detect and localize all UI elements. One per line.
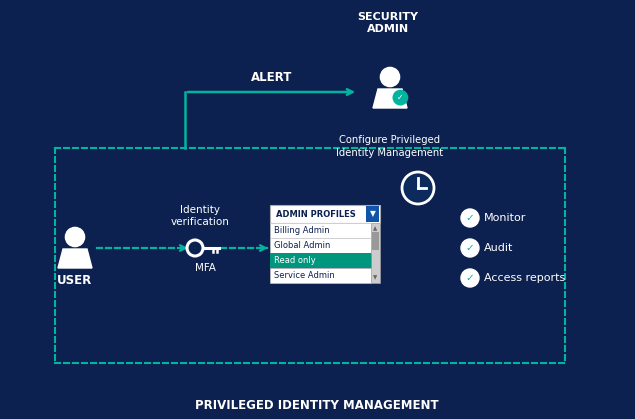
Text: Service Admin: Service Admin	[274, 271, 335, 280]
FancyBboxPatch shape	[270, 238, 371, 253]
Text: PRIVILEGED IDENTITY MANAGEMENT: PRIVILEGED IDENTITY MANAGEMENT	[195, 398, 439, 411]
FancyBboxPatch shape	[270, 268, 371, 283]
FancyBboxPatch shape	[366, 206, 379, 222]
FancyBboxPatch shape	[371, 223, 380, 283]
Text: ✓: ✓	[465, 213, 474, 223]
Text: Access reports: Access reports	[484, 273, 565, 283]
Text: ▼: ▼	[370, 210, 376, 218]
FancyBboxPatch shape	[372, 232, 379, 250]
Text: USER: USER	[57, 274, 93, 287]
Circle shape	[461, 209, 479, 227]
Circle shape	[461, 239, 479, 257]
Text: Read only: Read only	[274, 256, 316, 265]
Text: ▲: ▲	[373, 226, 378, 231]
Polygon shape	[58, 249, 92, 268]
Text: MFA: MFA	[194, 263, 215, 273]
Polygon shape	[373, 89, 407, 108]
FancyBboxPatch shape	[270, 253, 371, 268]
Circle shape	[461, 269, 479, 287]
Text: Monitor: Monitor	[484, 213, 526, 223]
Text: Billing Admin: Billing Admin	[274, 226, 330, 235]
Circle shape	[402, 172, 434, 204]
Circle shape	[393, 91, 408, 105]
Text: ALERT: ALERT	[251, 71, 292, 84]
Circle shape	[65, 228, 84, 247]
FancyBboxPatch shape	[270, 223, 371, 238]
FancyBboxPatch shape	[270, 205, 380, 223]
Text: Identity
verification: Identity verification	[171, 205, 229, 228]
Text: ✓: ✓	[465, 273, 474, 283]
Text: ADMIN PROFILES: ADMIN PROFILES	[276, 210, 356, 218]
Text: ▼: ▼	[373, 275, 378, 280]
Text: ✓: ✓	[465, 243, 474, 253]
Text: Global Admin: Global Admin	[274, 241, 330, 250]
Text: ✓: ✓	[398, 93, 404, 102]
Text: SECURITY
ADMIN: SECURITY ADMIN	[358, 12, 418, 34]
Circle shape	[380, 67, 399, 87]
Text: Configure Privileged
Identity Management: Configure Privileged Identity Management	[337, 135, 444, 158]
Text: Audit: Audit	[484, 243, 513, 253]
